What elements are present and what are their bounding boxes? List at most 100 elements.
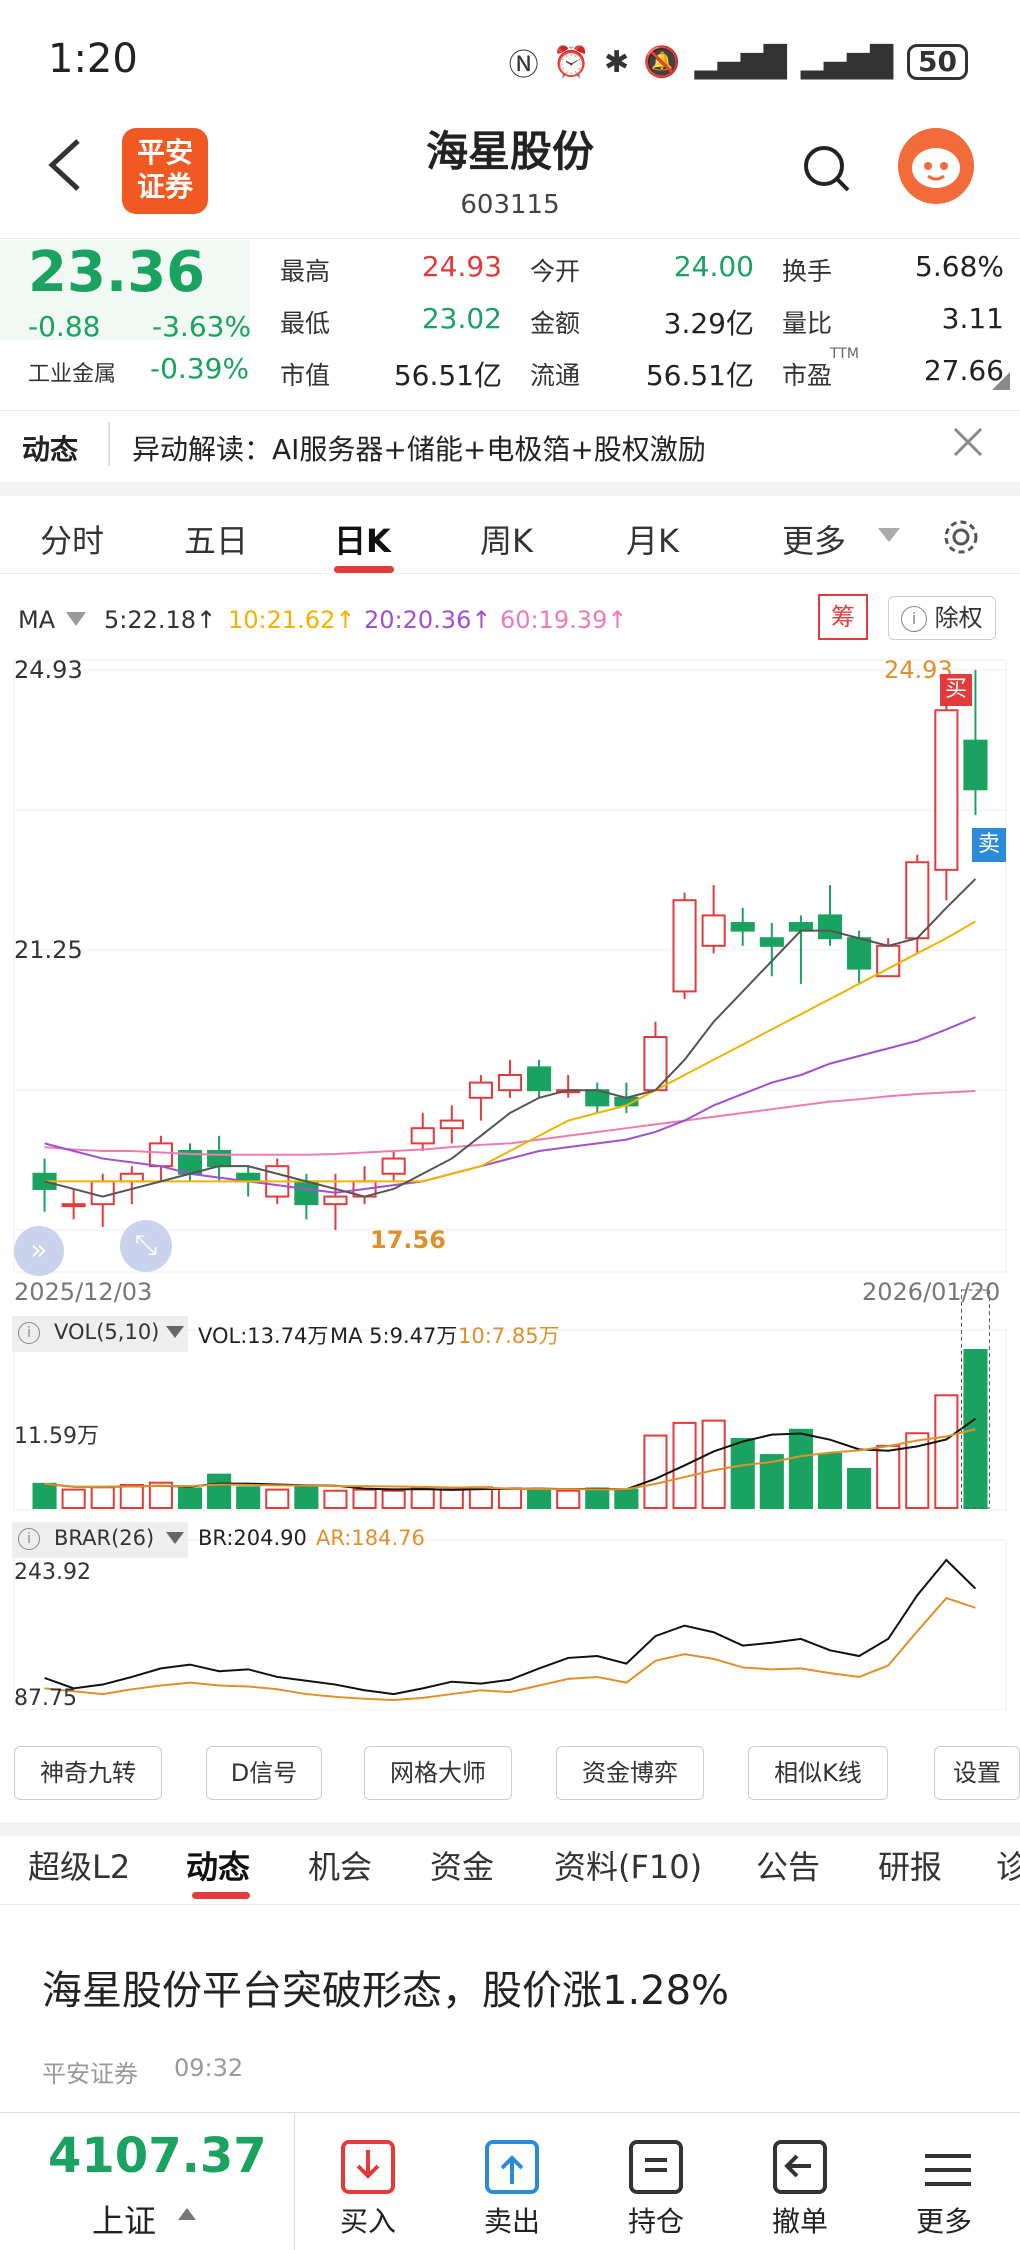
field-value-pe: 27.66 bbox=[923, 354, 1004, 387]
tab-daily-k[interactable]: 日K bbox=[334, 522, 391, 560]
last-price: 23.36 bbox=[28, 240, 206, 305]
tab-f10[interactable]: 资料(F10) bbox=[554, 1848, 703, 1886]
candle-body bbox=[294, 1180, 319, 1206]
tab-weekly-k[interactable]: 周K bbox=[480, 522, 533, 560]
bluetooth-icon: ✱ bbox=[603, 44, 630, 80]
tab-funds[interactable]: 资金 bbox=[430, 1848, 495, 1886]
kline-chart[interactable] bbox=[0, 650, 1020, 1710]
tool-d-signal-button[interactable]: D信号 bbox=[206, 1746, 322, 1800]
more-button[interactable]: 更多 bbox=[894, 2140, 994, 2240]
volume-bar bbox=[90, 1486, 115, 1510]
divider bbox=[0, 1904, 1020, 1905]
field-value-volratio: 3.11 bbox=[941, 302, 1004, 335]
info-icon: i bbox=[18, 1528, 40, 1550]
search-icon[interactable] bbox=[802, 144, 852, 194]
volume-bar bbox=[468, 1486, 493, 1510]
expand-left-icon[interactable]: » bbox=[14, 1226, 64, 1276]
news-bar[interactable] bbox=[0, 410, 1020, 480]
candle-body bbox=[323, 1195, 348, 1206]
field-label: 换手 bbox=[782, 257, 833, 286]
vol-selector[interactable] bbox=[12, 1316, 188, 1352]
candle-body bbox=[934, 709, 959, 871]
tab-diagnose[interactable]: 诊 bbox=[996, 1848, 1020, 1886]
tab-research[interactable]: 研报 bbox=[878, 1848, 943, 1886]
volume-bar bbox=[817, 1452, 843, 1510]
tab-l2[interactable]: 超级L2 bbox=[28, 1848, 131, 1886]
broker-logo[interactable]: 平安 证券 bbox=[122, 128, 208, 214]
volume-bar bbox=[963, 1349, 988, 1509]
volume-bar bbox=[148, 1481, 173, 1509]
position-button[interactable]: 持仓 bbox=[606, 2140, 706, 2240]
volume-bar bbox=[61, 1488, 86, 1509]
signal-icon: ▂▄▆█ bbox=[800, 44, 894, 80]
section-gap bbox=[0, 1822, 1020, 1836]
ex-rights-button[interactable]: i 除权 bbox=[888, 596, 996, 640]
brar-dropdown-icon[interactable] bbox=[166, 1532, 184, 1544]
candle-body bbox=[207, 1149, 232, 1168]
field-value-amount: 3.29亿 bbox=[663, 307, 754, 340]
volume-bar bbox=[556, 1489, 581, 1510]
fullscreen-icon[interactable]: ⤡ bbox=[120, 1220, 172, 1272]
vol-dropdown-icon[interactable] bbox=[166, 1326, 184, 1338]
ma-dropdown-icon[interactable] bbox=[66, 612, 86, 626]
index-value[interactable]: 4107.37 bbox=[48, 2128, 267, 2184]
tab-five-day[interactable]: 五日 bbox=[184, 522, 249, 560]
field-label: 市值 bbox=[280, 361, 331, 390]
tool-settings-button[interactable]: 设置 bbox=[934, 1746, 1020, 1800]
back-icon[interactable] bbox=[40, 135, 90, 195]
settings-gear-icon[interactable] bbox=[942, 518, 980, 556]
tab-monthly-k[interactable]: 月K bbox=[626, 522, 679, 560]
field-value-low: 23.02 bbox=[421, 302, 502, 335]
tool-magic-nine-button[interactable]: 神奇九转 bbox=[14, 1746, 162, 1800]
tab-more[interactable]: 更多 bbox=[782, 522, 847, 560]
tool-fund-game-button[interactable]: 资金博弈 bbox=[556, 1746, 704, 1800]
field-value-turnover: 5.68% bbox=[915, 250, 1004, 283]
chevron-up-icon[interactable] bbox=[178, 2208, 196, 2220]
assistant-avatar-icon[interactable] bbox=[898, 128, 974, 204]
candle-body bbox=[759, 937, 784, 947]
sector-name[interactable]: 工业金属 bbox=[28, 362, 117, 387]
tab-intraday[interactable]: 分时 bbox=[40, 522, 105, 560]
ma20-line bbox=[44, 1016, 976, 1194]
tool-similar-k-button[interactable]: 相似K线 bbox=[748, 1746, 888, 1800]
tab-news[interactable]: 动态 bbox=[186, 1848, 251, 1886]
ma10-line bbox=[44, 920, 976, 1183]
volume-bar bbox=[497, 1487, 523, 1509]
tab-announcement[interactable]: 公告 bbox=[756, 1848, 821, 1886]
field-value-open: 24.00 bbox=[673, 250, 754, 283]
sell-signal-badge[interactable]: 卖 bbox=[972, 828, 1006, 862]
quote-panel bbox=[0, 238, 1020, 398]
ma-label[interactable]: MA bbox=[18, 606, 56, 634]
cancel-order-button[interactable]: 撤单 bbox=[750, 2140, 850, 2240]
brar-selector[interactable] bbox=[12, 1522, 188, 1558]
ma5-line bbox=[44, 878, 977, 1198]
date-end: 2026/01/20 bbox=[862, 1278, 1001, 1306]
vol-ma10: 10:7.85万 bbox=[458, 1324, 560, 1348]
candle-body bbox=[847, 937, 872, 970]
buy-button[interactable]: 买入 bbox=[318, 2140, 418, 2240]
candle-body bbox=[817, 914, 843, 940]
buy-signal-badge[interactable]: 买 bbox=[940, 674, 972, 706]
volume-bar bbox=[294, 1485, 319, 1509]
expand-corner-icon[interactable] bbox=[992, 372, 1010, 390]
volume-bar bbox=[236, 1486, 261, 1510]
chip-distribution-button[interactable]: 筹 bbox=[818, 594, 868, 640]
sell-button[interactable]: 卖出 bbox=[462, 2140, 562, 2240]
candle-body bbox=[497, 1073, 523, 1092]
index-name[interactable]: 上证 bbox=[92, 2202, 157, 2240]
tool-grid-master-button[interactable]: 网格大师 bbox=[364, 1746, 512, 1800]
article-title[interactable]: 海星股份平台突破形态，股价涨1.28% bbox=[42, 1968, 730, 2014]
ttm-label: TTM bbox=[830, 346, 859, 362]
news-text[interactable]: 异动解读：AI服务器+储能+电极箔+股权激励 bbox=[132, 433, 706, 466]
ma10-value: 10:21.62↑ bbox=[228, 606, 356, 634]
more-label: 更多 bbox=[915, 2205, 972, 2238]
stock-name: 海星股份 bbox=[425, 127, 594, 176]
close-icon[interactable] bbox=[952, 426, 984, 458]
volume-bar bbox=[323, 1489, 348, 1510]
tab-opportunity[interactable]: 机会 bbox=[308, 1848, 373, 1886]
battery-icon: 50 bbox=[907, 44, 968, 80]
volume-bar bbox=[730, 1438, 755, 1510]
volume-bar bbox=[410, 1487, 435, 1509]
volume-bar bbox=[905, 1432, 930, 1510]
dropdown-icon[interactable] bbox=[878, 528, 900, 542]
